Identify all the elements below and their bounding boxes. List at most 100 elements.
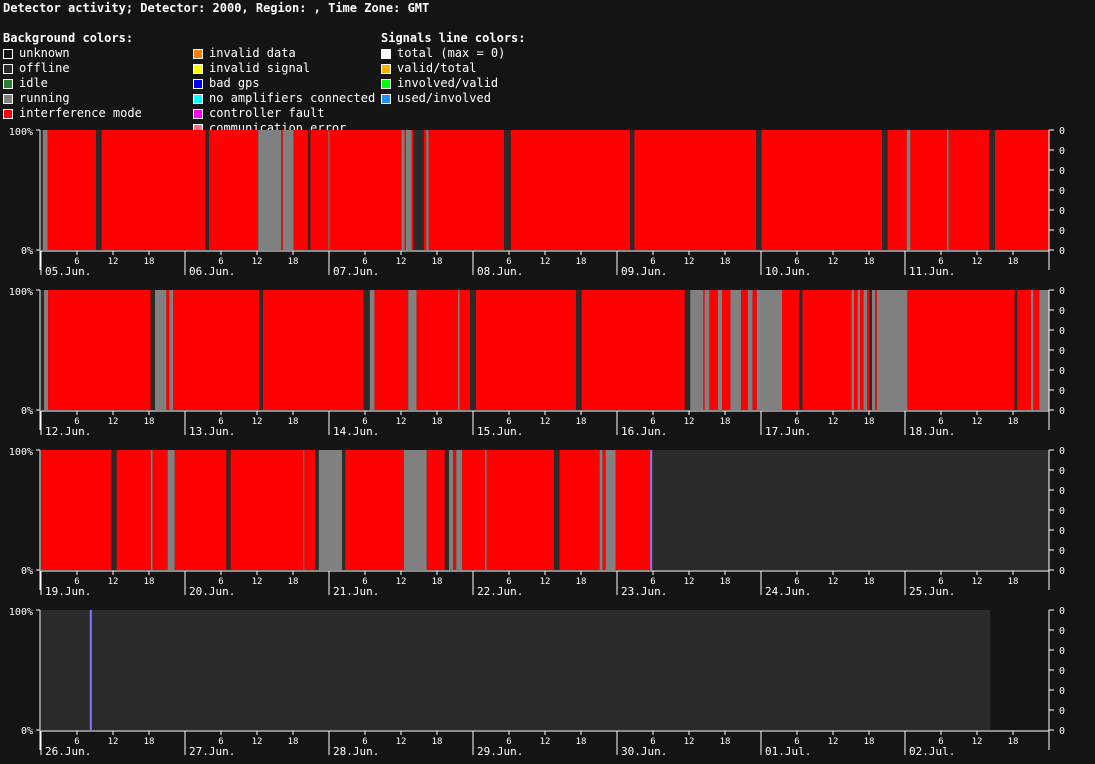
interference-segment xyxy=(453,450,457,570)
hour-tick-label: 6 xyxy=(794,737,799,747)
y-right-tick-label: 0 xyxy=(1059,686,1065,697)
hour-tick-label: 12 xyxy=(108,257,119,267)
hour-tick-label: 12 xyxy=(828,257,839,267)
signal-legend-item: valid/total xyxy=(381,61,526,76)
page-title: Detector activity; Detector: 2000, Regio… xyxy=(3,1,430,15)
day-label: 05.Jun. xyxy=(45,265,91,278)
legend-swatch xyxy=(381,78,391,89)
day-label: 25.Jun. xyxy=(909,585,955,598)
y-right-tick-label: 0 xyxy=(1059,406,1065,417)
y-right-tick-label: 0 xyxy=(1059,446,1065,457)
offline-segment xyxy=(41,290,44,410)
interference-segment xyxy=(559,450,600,570)
legend-swatch xyxy=(3,63,13,74)
day-label: 17.Jun. xyxy=(765,425,811,438)
y-right-tick-label: 0 xyxy=(1059,386,1065,397)
hour-tick-label: 12 xyxy=(252,577,263,587)
interference-segment xyxy=(209,130,259,250)
hour-tick-label: 12 xyxy=(108,577,119,587)
hour-tick-label: 6 xyxy=(794,417,799,427)
legend-swatch xyxy=(193,78,203,89)
y-right-tick-label: 0 xyxy=(1059,146,1065,157)
running-segment xyxy=(449,450,454,570)
running-segment xyxy=(756,290,782,410)
y-right-tick-label: 0 xyxy=(1059,646,1065,657)
legend-label: unknown xyxy=(19,46,70,60)
interference-segment xyxy=(423,130,427,250)
offline-segment xyxy=(226,450,231,570)
hour-tick-label: 12 xyxy=(972,257,983,267)
interference-segment xyxy=(47,130,97,250)
running-segment xyxy=(282,130,294,250)
interference-segment xyxy=(281,130,283,250)
day-label: 20.Jun. xyxy=(189,585,235,598)
legend-label: total (max = 0) xyxy=(397,46,506,60)
hour-tick-label: 18 xyxy=(720,737,731,747)
day-label: 10.Jun. xyxy=(765,265,811,278)
hour-tick-label: 12 xyxy=(540,257,551,267)
y-right-tick-label: 0 xyxy=(1059,206,1065,217)
legend-swatch xyxy=(193,93,203,104)
hour-tick-label: 6 xyxy=(218,577,223,587)
interference-segment xyxy=(152,450,168,570)
running-segment xyxy=(318,450,343,570)
interference-segment xyxy=(345,450,404,570)
interference-segment xyxy=(310,130,329,250)
offline-segment xyxy=(504,130,511,250)
legend-label: invalid signal xyxy=(209,61,311,75)
day-label: 01.Jul. xyxy=(765,745,811,758)
interference-segment xyxy=(860,290,864,410)
offline-segment xyxy=(799,290,803,410)
running-segment xyxy=(426,130,429,250)
hour-tick-label: 12 xyxy=(252,737,263,747)
interference-segment xyxy=(116,450,151,570)
background-legend-item: idle xyxy=(3,76,142,91)
y-right-tick-label: 0 xyxy=(1059,726,1065,737)
signal-legend-item: used/involved xyxy=(381,91,526,106)
day-label: 16.Jun. xyxy=(621,425,667,438)
day-label: 14.Jun. xyxy=(333,425,379,438)
hour-tick-label: 6 xyxy=(74,257,79,267)
legend-label: idle xyxy=(19,76,48,90)
y-right-tick-label: 0 xyxy=(1059,366,1065,377)
offline-segment xyxy=(205,130,209,250)
hour-tick-label: 18 xyxy=(144,737,155,747)
hour-tick-label: 6 xyxy=(74,737,79,747)
y-right-tick-label: 0 xyxy=(1059,706,1065,717)
background-colors-heading: Background colors: xyxy=(3,31,134,45)
y-tick-label: 0% xyxy=(21,566,33,577)
offline-segment xyxy=(111,450,117,570)
legend-label: invalid data xyxy=(209,46,296,60)
y-right-tick-label: 0 xyxy=(1059,666,1065,677)
running-segment xyxy=(169,290,173,410)
y-right-tick-label: 0 xyxy=(1059,286,1065,297)
hour-tick-label: 12 xyxy=(252,257,263,267)
hour-tick-label: 18 xyxy=(576,737,587,747)
running-segment xyxy=(167,450,175,570)
offline-segment xyxy=(413,130,424,250)
day-label: 11.Jun. xyxy=(909,265,955,278)
hour-tick-label: 6 xyxy=(218,257,223,267)
running-segment xyxy=(408,290,417,410)
hour-tick-label: 6 xyxy=(650,577,655,587)
interference-segment xyxy=(404,130,406,250)
legend-label: bad gps xyxy=(209,76,260,90)
hour-tick-label: 18 xyxy=(576,417,587,427)
y-right-tick-label: 0 xyxy=(1059,186,1065,197)
y-right-tick-label: 0 xyxy=(1059,506,1065,517)
day-label: 07.Jun. xyxy=(333,265,379,278)
running-segment xyxy=(42,130,48,250)
running-segment xyxy=(863,290,868,410)
day-label: 21.Jun. xyxy=(333,585,379,598)
hour-tick-label: 18 xyxy=(1008,577,1019,587)
hour-tick-label: 6 xyxy=(938,737,943,747)
running-segment xyxy=(947,130,949,250)
hour-tick-label: 18 xyxy=(288,257,299,267)
hour-tick-label: 12 xyxy=(828,417,839,427)
hour-tick-label: 12 xyxy=(972,737,983,747)
hour-tick-label: 12 xyxy=(972,417,983,427)
hour-tick-label: 6 xyxy=(362,737,367,747)
y-right-tick-label: 0 xyxy=(1059,546,1065,557)
running-segment xyxy=(303,450,305,570)
running-segment xyxy=(405,130,412,250)
